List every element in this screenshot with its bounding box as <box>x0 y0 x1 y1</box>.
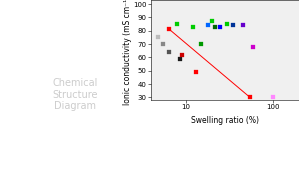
Point <box>231 24 235 27</box>
Point <box>199 43 203 46</box>
Point <box>205 24 210 27</box>
Point <box>161 43 165 46</box>
Point <box>225 22 230 26</box>
Point <box>248 96 253 99</box>
Point <box>190 25 195 28</box>
Point <box>210 20 214 23</box>
Point <box>155 36 160 39</box>
Point <box>179 53 184 56</box>
Point <box>193 71 198 74</box>
Point <box>177 57 182 60</box>
Point <box>175 22 180 26</box>
Text: Chemical
Structure
Diagram: Chemical Structure Diagram <box>52 78 97 111</box>
Point <box>240 24 245 27</box>
Point <box>167 28 172 31</box>
Point <box>213 25 218 28</box>
Point <box>167 51 172 54</box>
Point <box>218 25 223 28</box>
X-axis label: Swelling ratio (%): Swelling ratio (%) <box>191 116 259 125</box>
Point <box>251 45 256 48</box>
Y-axis label: Ionic conductivity (mS cm⁻¹): Ionic conductivity (mS cm⁻¹) <box>123 0 132 105</box>
Point <box>270 96 275 99</box>
